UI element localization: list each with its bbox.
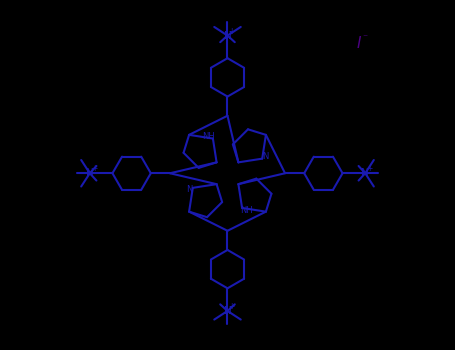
Text: N: N bbox=[263, 152, 269, 161]
Text: I: I bbox=[357, 36, 362, 51]
Text: +: + bbox=[228, 27, 235, 35]
Text: N: N bbox=[86, 168, 94, 178]
Text: NH: NH bbox=[240, 205, 253, 215]
Text: N: N bbox=[223, 30, 232, 41]
Text: N: N bbox=[223, 306, 232, 316]
Text: N: N bbox=[361, 168, 369, 178]
Text: +: + bbox=[366, 164, 373, 173]
Text: N: N bbox=[186, 186, 192, 195]
Text: NH: NH bbox=[202, 132, 215, 141]
Text: ⁻: ⁻ bbox=[362, 33, 367, 43]
Text: +: + bbox=[91, 164, 97, 173]
Text: +: + bbox=[228, 302, 235, 311]
